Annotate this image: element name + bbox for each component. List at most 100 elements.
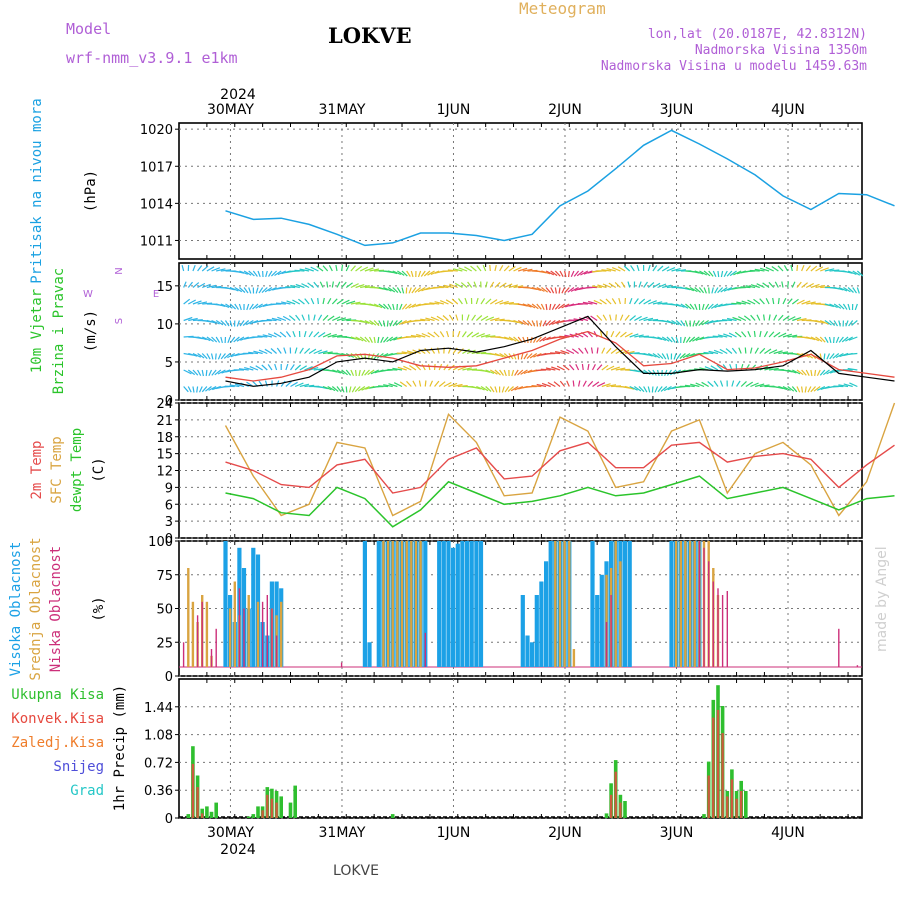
wind-arrow xyxy=(777,297,780,305)
wind-arrow xyxy=(408,287,412,294)
wind-arrow xyxy=(587,363,590,371)
wind-arrow xyxy=(540,368,551,371)
y-tick-label: 1014 xyxy=(140,197,173,212)
wind-arrow xyxy=(285,381,292,387)
wind-arrow xyxy=(551,319,561,325)
wind-arrow xyxy=(845,336,854,342)
wind-arrow xyxy=(768,349,778,355)
wind-arrow xyxy=(796,386,801,393)
temp-unit-label: (C) xyxy=(91,457,107,482)
wind-arrow xyxy=(591,364,596,371)
wind-arrow xyxy=(494,369,501,376)
wind-arrow xyxy=(355,336,364,342)
low-cloud-bar xyxy=(182,642,185,668)
wind-arrow xyxy=(267,333,277,338)
top-year-label: 2024 xyxy=(220,87,256,103)
wind-arrow xyxy=(336,281,341,288)
wind-arrow xyxy=(268,286,277,292)
wind-arrow xyxy=(611,267,621,272)
wind-arrow xyxy=(522,336,526,344)
footer-station: LOKVE xyxy=(333,863,379,879)
wind-arrow xyxy=(348,386,352,393)
wind-arrow xyxy=(852,270,861,276)
wind-arrow xyxy=(684,384,695,388)
wind-arrow xyxy=(233,336,240,343)
mid-cloud-bar xyxy=(684,541,687,667)
wind-arrow xyxy=(198,386,203,393)
wind-arrow xyxy=(750,284,760,289)
wind-arrow xyxy=(630,265,635,272)
wind-arrow xyxy=(183,281,187,288)
wind-arrow xyxy=(369,320,377,326)
wind-arrow xyxy=(759,347,766,354)
high-cloud-bar xyxy=(362,541,367,667)
wind-arrow xyxy=(796,369,804,376)
wind-arrow xyxy=(692,336,700,342)
wind-arrow xyxy=(328,265,333,272)
mid-cloud-bar xyxy=(410,541,413,667)
wind-arrow xyxy=(708,350,719,355)
wind-arrow xyxy=(318,350,328,355)
low-cloud-bar xyxy=(712,581,714,667)
wind-arrow xyxy=(192,300,202,305)
wind-arrow xyxy=(392,320,398,327)
wind-arrow xyxy=(425,317,435,322)
wind-arrow xyxy=(723,286,733,292)
wind-arrow xyxy=(615,367,626,371)
low-cloud-bar xyxy=(838,628,840,668)
top-day-label: 31MAY xyxy=(319,102,366,118)
high-cloud-bar xyxy=(451,547,456,668)
wind-arrow xyxy=(801,282,808,288)
wind-arrow xyxy=(434,380,440,387)
wind-arrow xyxy=(494,318,505,322)
wind-arrow xyxy=(856,270,864,277)
wind-arrow xyxy=(304,347,311,354)
total-precip-bar xyxy=(214,802,218,818)
wind-arrow xyxy=(554,270,561,277)
wind-arrow xyxy=(202,283,211,289)
wind-arrow xyxy=(336,386,342,393)
wind-arrow xyxy=(694,287,701,293)
wind-arrow xyxy=(619,314,624,321)
bottom-day-label: 31MAY xyxy=(319,825,366,841)
wind-arrow xyxy=(405,303,412,310)
wind-arrow xyxy=(445,299,454,305)
wind-arrow xyxy=(592,381,600,387)
wind-arrow xyxy=(183,369,192,375)
wind-arrow xyxy=(304,298,310,305)
wind-arrow xyxy=(234,383,245,388)
wind-arrow xyxy=(842,303,848,310)
wind-arrow xyxy=(676,353,682,360)
wind-arrow xyxy=(847,303,851,311)
wind-arrow xyxy=(299,365,308,371)
wind-arrow xyxy=(833,303,842,309)
wind-arrow xyxy=(615,331,621,338)
top-day-label: 30MAY xyxy=(207,102,254,118)
wind-arrow xyxy=(303,330,307,338)
high-cloud-bar xyxy=(423,541,428,667)
mid-cloud-bar xyxy=(191,601,195,668)
wind-arrow xyxy=(703,351,714,355)
wind-arrow xyxy=(454,282,463,289)
wind-arrow xyxy=(601,347,606,354)
wind-arrow xyxy=(806,301,816,305)
wind-arrow xyxy=(556,365,565,371)
wind-arrow xyxy=(796,299,805,305)
wind-arrow xyxy=(201,369,204,377)
wind-arrow xyxy=(415,364,422,371)
wind-arrow xyxy=(183,386,189,393)
wind-arrow xyxy=(355,284,365,289)
wind-arrow xyxy=(310,266,319,272)
wind-arrow xyxy=(561,303,570,309)
wind-arrow xyxy=(550,287,555,294)
wind-arrow xyxy=(369,268,380,272)
y-tick-label: 24 xyxy=(156,397,173,412)
wind-arrow xyxy=(738,316,747,322)
wind-arrow xyxy=(367,369,375,376)
wind-arrow xyxy=(341,386,345,393)
precip-legend-item: Snijeg xyxy=(53,759,104,775)
wind-arrow xyxy=(602,283,612,289)
wind-arrow xyxy=(466,331,474,338)
wind-arrow xyxy=(211,336,218,343)
wind-arrow xyxy=(332,369,342,374)
